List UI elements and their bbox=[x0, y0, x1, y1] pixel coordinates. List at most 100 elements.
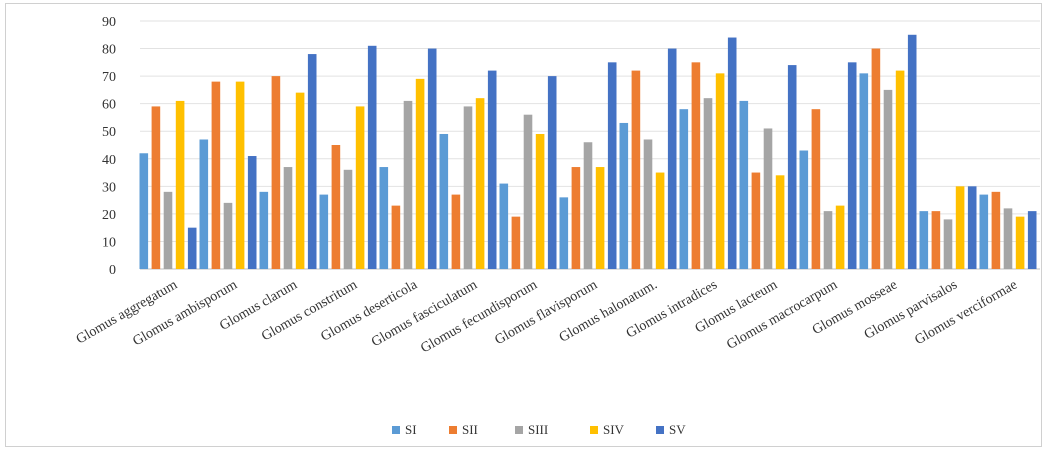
x-category-label: Glomus halonatum. bbox=[557, 277, 660, 345]
bar-sv bbox=[247, 156, 257, 269]
bar-siv bbox=[1015, 216, 1025, 269]
bar-sv bbox=[547, 76, 557, 269]
y-tick-label: 0 bbox=[109, 263, 116, 278]
x-category-label: Glomus verciformae bbox=[913, 277, 1020, 348]
y-tick-label: 50 bbox=[102, 125, 116, 140]
legend: SI SII SIII SIV SV bbox=[392, 422, 686, 437]
bar-si bbox=[979, 194, 989, 269]
bar-si bbox=[379, 167, 389, 269]
bar-sv bbox=[1027, 211, 1037, 269]
bar-siv bbox=[595, 167, 605, 269]
bar-sii bbox=[571, 167, 581, 269]
bar-siv bbox=[295, 92, 305, 270]
legend-swatch-siii bbox=[515, 426, 523, 434]
x-category-label: Glomus ambisporum bbox=[130, 277, 240, 349]
bar-siv bbox=[415, 78, 425, 269]
bar-siii bbox=[283, 167, 293, 269]
bar-siii bbox=[883, 89, 893, 269]
legend-label-siii: SIII bbox=[528, 422, 548, 437]
bar-si bbox=[559, 197, 569, 269]
bar-sii bbox=[391, 205, 401, 269]
bar-si bbox=[199, 139, 209, 269]
legend-swatch-siv bbox=[590, 426, 598, 434]
x-category-label: Glomus macrocarpum bbox=[724, 277, 840, 352]
bar-siii bbox=[163, 191, 173, 269]
bar-siv bbox=[895, 70, 905, 269]
bar-siv bbox=[715, 73, 725, 269]
bar-sv bbox=[607, 62, 617, 270]
bar-sv bbox=[307, 54, 317, 269]
bar-sv bbox=[787, 65, 797, 269]
bar-sv bbox=[487, 70, 497, 269]
legend-swatch-si bbox=[392, 426, 400, 434]
bar-sii bbox=[271, 76, 281, 269]
bar-si bbox=[799, 150, 809, 269]
bar-sii bbox=[751, 172, 761, 269]
y-tick-label: 90 bbox=[102, 15, 116, 30]
bar-siv bbox=[535, 133, 545, 269]
y-tick-label: 20 bbox=[102, 208, 116, 223]
x-category-label: Glomus flavisporum bbox=[492, 277, 600, 348]
bar-si bbox=[919, 211, 929, 269]
bars bbox=[139, 34, 1037, 270]
bar-si bbox=[319, 194, 329, 269]
bar-sv bbox=[967, 186, 977, 269]
bar-sii bbox=[691, 62, 701, 270]
y-tick-label: 40 bbox=[102, 153, 116, 168]
bar-si bbox=[499, 183, 509, 269]
bar-sii bbox=[811, 109, 821, 269]
bar-siii bbox=[583, 142, 593, 269]
x-category-label: Glomus aggregatum bbox=[74, 277, 180, 347]
bar-siv bbox=[475, 98, 485, 270]
bar-sv bbox=[847, 62, 857, 270]
bar-si bbox=[439, 133, 449, 269]
bar-siii bbox=[943, 219, 953, 269]
bar-sii bbox=[631, 70, 641, 269]
bar-siv bbox=[775, 175, 785, 269]
bar-sv bbox=[907, 34, 917, 270]
bar-siv bbox=[175, 100, 185, 270]
bar-si bbox=[619, 122, 629, 269]
bar-si bbox=[739, 100, 749, 270]
bar-sii bbox=[331, 145, 341, 269]
legend-label-sii: SII bbox=[462, 422, 478, 437]
bar-siv bbox=[655, 172, 665, 269]
bar-siii bbox=[523, 114, 533, 269]
bar-siii bbox=[403, 100, 413, 270]
y-axis-ticks: 0 10 20 30 40 50 60 70 80 90 bbox=[102, 15, 116, 278]
bar-siii bbox=[463, 106, 473, 269]
bar-siii bbox=[823, 211, 833, 269]
legend-label-si: SI bbox=[405, 422, 417, 437]
bar-siii bbox=[1003, 208, 1013, 269]
bar-sv bbox=[367, 45, 377, 269]
y-tick-label: 10 bbox=[102, 235, 116, 250]
legend-swatch-sii bbox=[449, 426, 457, 434]
bar-si bbox=[139, 153, 149, 269]
y-tick-label: 30 bbox=[102, 180, 116, 195]
y-tick-label: 70 bbox=[102, 70, 116, 85]
bar-siii bbox=[223, 202, 233, 269]
bar-sv bbox=[187, 227, 197, 269]
y-tick-label: 60 bbox=[102, 98, 116, 113]
y-tick-label: 80 bbox=[102, 43, 116, 58]
bar-sii bbox=[211, 81, 221, 269]
bar-sii bbox=[451, 194, 461, 269]
bar-sii bbox=[871, 48, 881, 269]
bar-siii bbox=[343, 169, 353, 269]
bar-sv bbox=[427, 48, 437, 269]
bar-sii bbox=[511, 216, 521, 269]
legend-label-sv: SV bbox=[669, 422, 686, 437]
bar-siii bbox=[763, 128, 773, 269]
legend-swatch-sv bbox=[656, 426, 664, 434]
bar-siv bbox=[235, 81, 245, 269]
bar-siv bbox=[355, 106, 365, 269]
bar-si bbox=[259, 191, 269, 269]
bar-sii bbox=[991, 191, 1001, 269]
bar-sv bbox=[667, 48, 677, 269]
bar-siii bbox=[703, 98, 713, 270]
bar-si bbox=[679, 109, 689, 269]
legend-label-siv: SIV bbox=[603, 422, 625, 437]
bar-siv bbox=[835, 205, 845, 269]
